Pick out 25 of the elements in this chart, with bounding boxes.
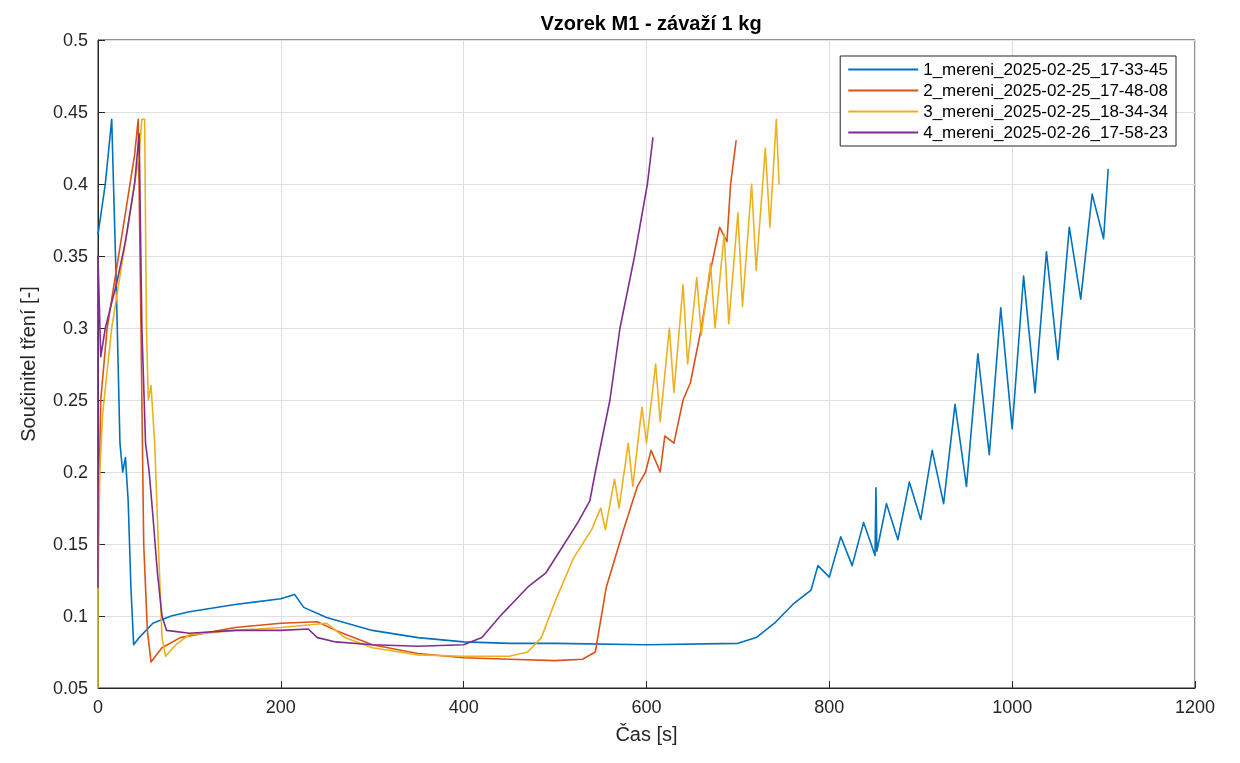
x-tick-label: 0 [92,697,104,717]
x-tick-label: 800 [814,697,845,717]
line-series [97,132,654,648]
y-tick-label: 0.05 [52,678,88,698]
x-axis-title: Čas [s] [615,723,678,745]
x-tick-label: 1200 [1174,697,1216,717]
y-tick-label: 0.4 [62,174,88,194]
x-tick-label: 200 [265,697,296,717]
y-tick-label: 0.2 [62,462,88,482]
x-tick-label: 400 [448,697,479,717]
y-tick-label: 0.15 [52,534,88,554]
y-axis-title: Součinitel tření [-] [17,286,39,442]
y-tick-label: 0.1 [62,606,88,626]
y-tick-label: 0.3 [62,318,88,338]
chart-title: Vzorek M1 - závaží 1 kg [540,12,762,34]
y-tick-label: 0.35 [52,246,88,266]
legend-label: 4_mereni_2025-02-26_17-58-23 [923,123,1169,142]
y-tick-label: 0.25 [52,390,88,410]
legend-label: 1_mereni_2025-02-25_17-33-45 [923,60,1169,79]
x-tick-label: 1000 [992,697,1033,717]
y-tick-label: 0.45 [52,102,88,122]
y-tick-label: 0.5 [62,30,88,50]
legend-label: 2_mereni_2025-02-25_17-48-08 [923,81,1169,100]
legend-label: 3_mereni_2025-02-25_18-34-34 [923,102,1169,121]
x-tick-label: 600 [631,697,662,717]
